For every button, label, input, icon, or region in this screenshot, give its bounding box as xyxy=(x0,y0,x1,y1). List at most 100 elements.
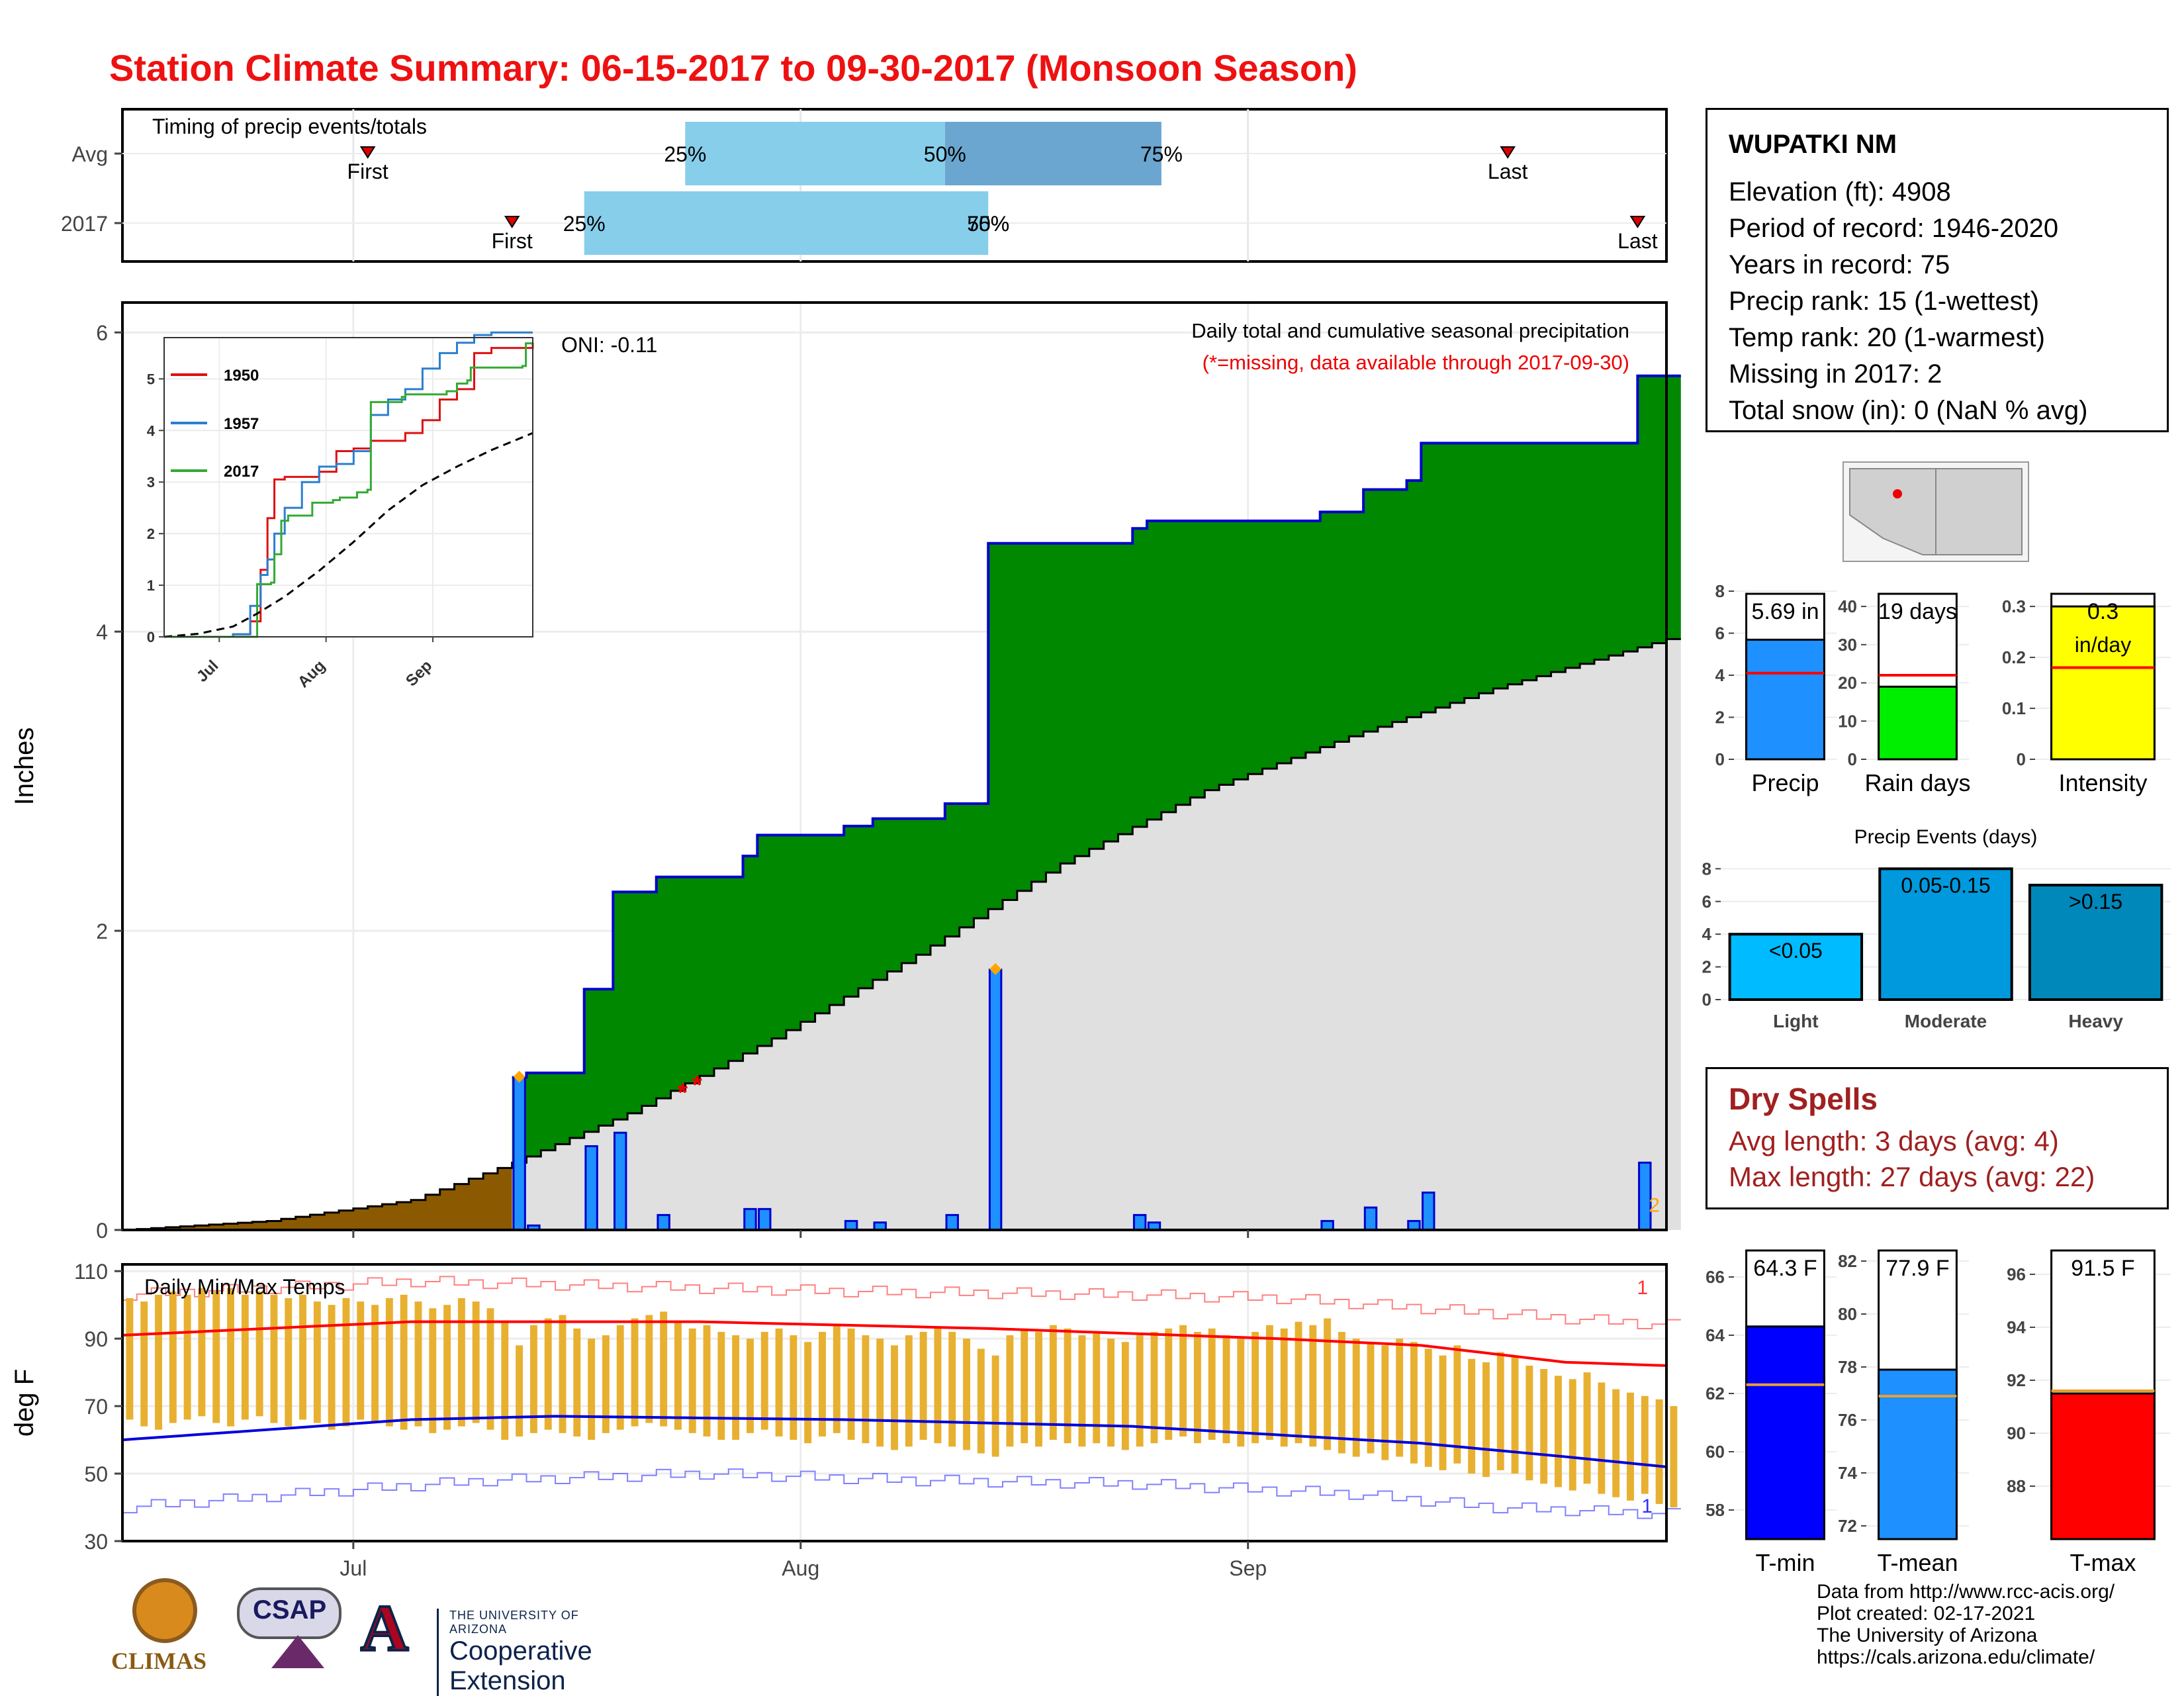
daily-temp-bar xyxy=(919,1331,927,1440)
cumulative-2017-line xyxy=(512,374,1681,1079)
daily-temp-bar xyxy=(1496,1352,1504,1470)
daily-temp-bar xyxy=(385,1297,393,1427)
daily-temp-bar xyxy=(1021,1328,1028,1444)
daily-temp-bar xyxy=(1107,1339,1115,1447)
daily-temp-bar xyxy=(227,1288,234,1427)
timing-row-label: 2017 xyxy=(61,212,108,236)
inset-series-line-2017 xyxy=(164,342,533,638)
precip-summary-0-value-bar xyxy=(1745,638,1825,761)
daily-temp-bar xyxy=(1367,1342,1375,1454)
deficit-area xyxy=(122,1168,512,1230)
inset-y-tick-label: 4 xyxy=(147,422,156,439)
precip-summary-2-y-tick-label: 0.1 xyxy=(2002,698,2026,718)
temp-x-tick-label: Sep xyxy=(1229,1556,1267,1580)
daily-temp-bar xyxy=(674,1321,682,1430)
daily-temp-bar xyxy=(717,1331,725,1440)
daily-temp-bar xyxy=(544,1318,552,1430)
credit-line: https://cals.arizona.edu/climate/ xyxy=(1817,1646,2095,1668)
temp-summary-1-y-tick-label: 82 xyxy=(1838,1251,1857,1271)
climas-sun-icon xyxy=(132,1578,197,1643)
daily-temp-bar xyxy=(991,1355,999,1457)
timing-row-label: Avg xyxy=(71,142,108,166)
temp-summary-0-value-label: 64.3 F xyxy=(1753,1256,1817,1281)
temp-summary-2-value-label: 91.5 F xyxy=(2071,1256,2134,1281)
daily-temp-bar xyxy=(1064,1328,1071,1444)
inset-frame xyxy=(163,337,533,637)
daily-temp-bar xyxy=(140,1301,148,1427)
precip-summary-2-value-unit-label: in/day xyxy=(2075,633,2131,657)
timing-last-marker xyxy=(1500,146,1516,159)
precip-summary-1-y-tick-label: 30 xyxy=(1838,635,1857,655)
daily-temp-bar xyxy=(616,1325,624,1430)
ce-logo-big-text: Cooperative Extension xyxy=(449,1636,592,1695)
daily-temp-bar xyxy=(169,1291,177,1423)
daily-temp-bar xyxy=(1251,1331,1259,1444)
precip-y-axis-label: Inches xyxy=(10,728,39,806)
temp-summary-2-y-tick-label: 88 xyxy=(2007,1476,2026,1496)
precip-summary-1-y-tick-label: 10 xyxy=(1838,711,1857,731)
station-name: WUPATKI NM xyxy=(1729,130,1897,159)
daily-temp-bar xyxy=(342,1297,350,1427)
precip-events-y-tick-label: 2 xyxy=(1702,957,1711,977)
daily-temp-bar xyxy=(876,1339,884,1447)
daily-precip-bar xyxy=(988,968,1003,1231)
temp-summary-0-y-tick-label: 60 xyxy=(1706,1442,1725,1462)
page-title: Station Climate Summary: 06-15-2017 to 0… xyxy=(109,47,1357,89)
precip-summary-1-y-tick-label: 40 xyxy=(1838,596,1857,616)
daily-temp-bar xyxy=(948,1331,956,1447)
daily-temp-bar xyxy=(285,1297,293,1427)
daily-precip-bar xyxy=(1320,1219,1334,1231)
precip-events-bar-label: 0.05-0.15 xyxy=(1901,873,1990,897)
ce-logo-small-text: THE UNIVERSITY OF ARIZONA xyxy=(449,1609,579,1636)
daily-temp-bar xyxy=(1006,1335,1014,1447)
daily-temp-bar xyxy=(732,1335,740,1440)
daily-precip-bar xyxy=(743,1207,757,1231)
station-info-line: Total snow (in): 0 (NaN % avg) xyxy=(1729,396,2088,425)
precip-events-bar-label: >0.15 xyxy=(2069,890,2122,914)
timing-last-marker xyxy=(1629,216,1646,228)
daily-temp-bar xyxy=(313,1301,321,1423)
temp-summary-1-y-tick-label: 74 xyxy=(1838,1463,1857,1483)
daily-temp-bar xyxy=(1078,1335,1086,1447)
inset-bg xyxy=(164,338,533,637)
precip-events-bar-label: <0.05 xyxy=(1769,939,1823,963)
daily-precip-bar xyxy=(758,1207,772,1231)
daily-temp-bar xyxy=(862,1335,870,1444)
daily-temp-bar xyxy=(833,1325,841,1433)
temp-y-axis-label: deg F xyxy=(10,1369,39,1437)
inset-y-tick-label: 0 xyxy=(147,629,155,645)
precip-summary-0-y-tick-label: 0 xyxy=(1715,749,1725,769)
daily-precip-bar xyxy=(614,1131,627,1231)
daily-precip-bar xyxy=(1132,1213,1147,1231)
temp-panel-title: Daily Min/Max Temps xyxy=(144,1275,345,1299)
daily-temp-bar xyxy=(602,1335,610,1433)
event-count-label: 2 xyxy=(1649,1194,1660,1216)
temp-summary-0-y-tick-label: 62 xyxy=(1706,1384,1725,1403)
daily-temp-bar xyxy=(977,1348,985,1454)
timing-title: Timing of precip events/totals xyxy=(152,115,427,138)
precip-summary-2-value-bar xyxy=(2050,605,2156,761)
daily-temp-bar xyxy=(183,1294,191,1420)
daily-temp-bar xyxy=(1612,1389,1620,1497)
daily-temp-bar xyxy=(1121,1342,1129,1450)
precip-summary-1-y-tick-label: 20 xyxy=(1838,673,1857,693)
daily-temp-bar xyxy=(429,1308,437,1433)
daily-temp-bar xyxy=(1280,1328,1288,1447)
temp-summary-1-y-tick-label: 72 xyxy=(1838,1516,1857,1536)
daily-temp-bar xyxy=(1324,1318,1332,1450)
timing-p75-label: 75% xyxy=(967,212,1009,236)
precip-summary-0-y-tick-label: 6 xyxy=(1715,624,1725,643)
csap-logo: CSAP xyxy=(232,1576,347,1675)
surplus-area xyxy=(512,375,1681,1163)
daily-temp-bar xyxy=(660,1311,668,1427)
precip-events-y-tick-label: 0 xyxy=(1702,990,1711,1010)
precip-y-tick-label: 2 xyxy=(96,919,108,943)
station-info-line: Years in record: 75 xyxy=(1729,250,1950,279)
temp-summary-0-value-bar xyxy=(1745,1325,1825,1540)
precip-summary-2-y-tick-label: 0.2 xyxy=(2002,647,2026,667)
precip-events-bar xyxy=(1878,867,2013,1001)
daily-temp-bar xyxy=(573,1328,581,1437)
station-info-line: Period of record: 1946-2020 xyxy=(1729,214,2059,243)
daily-temp-bar xyxy=(400,1294,408,1430)
